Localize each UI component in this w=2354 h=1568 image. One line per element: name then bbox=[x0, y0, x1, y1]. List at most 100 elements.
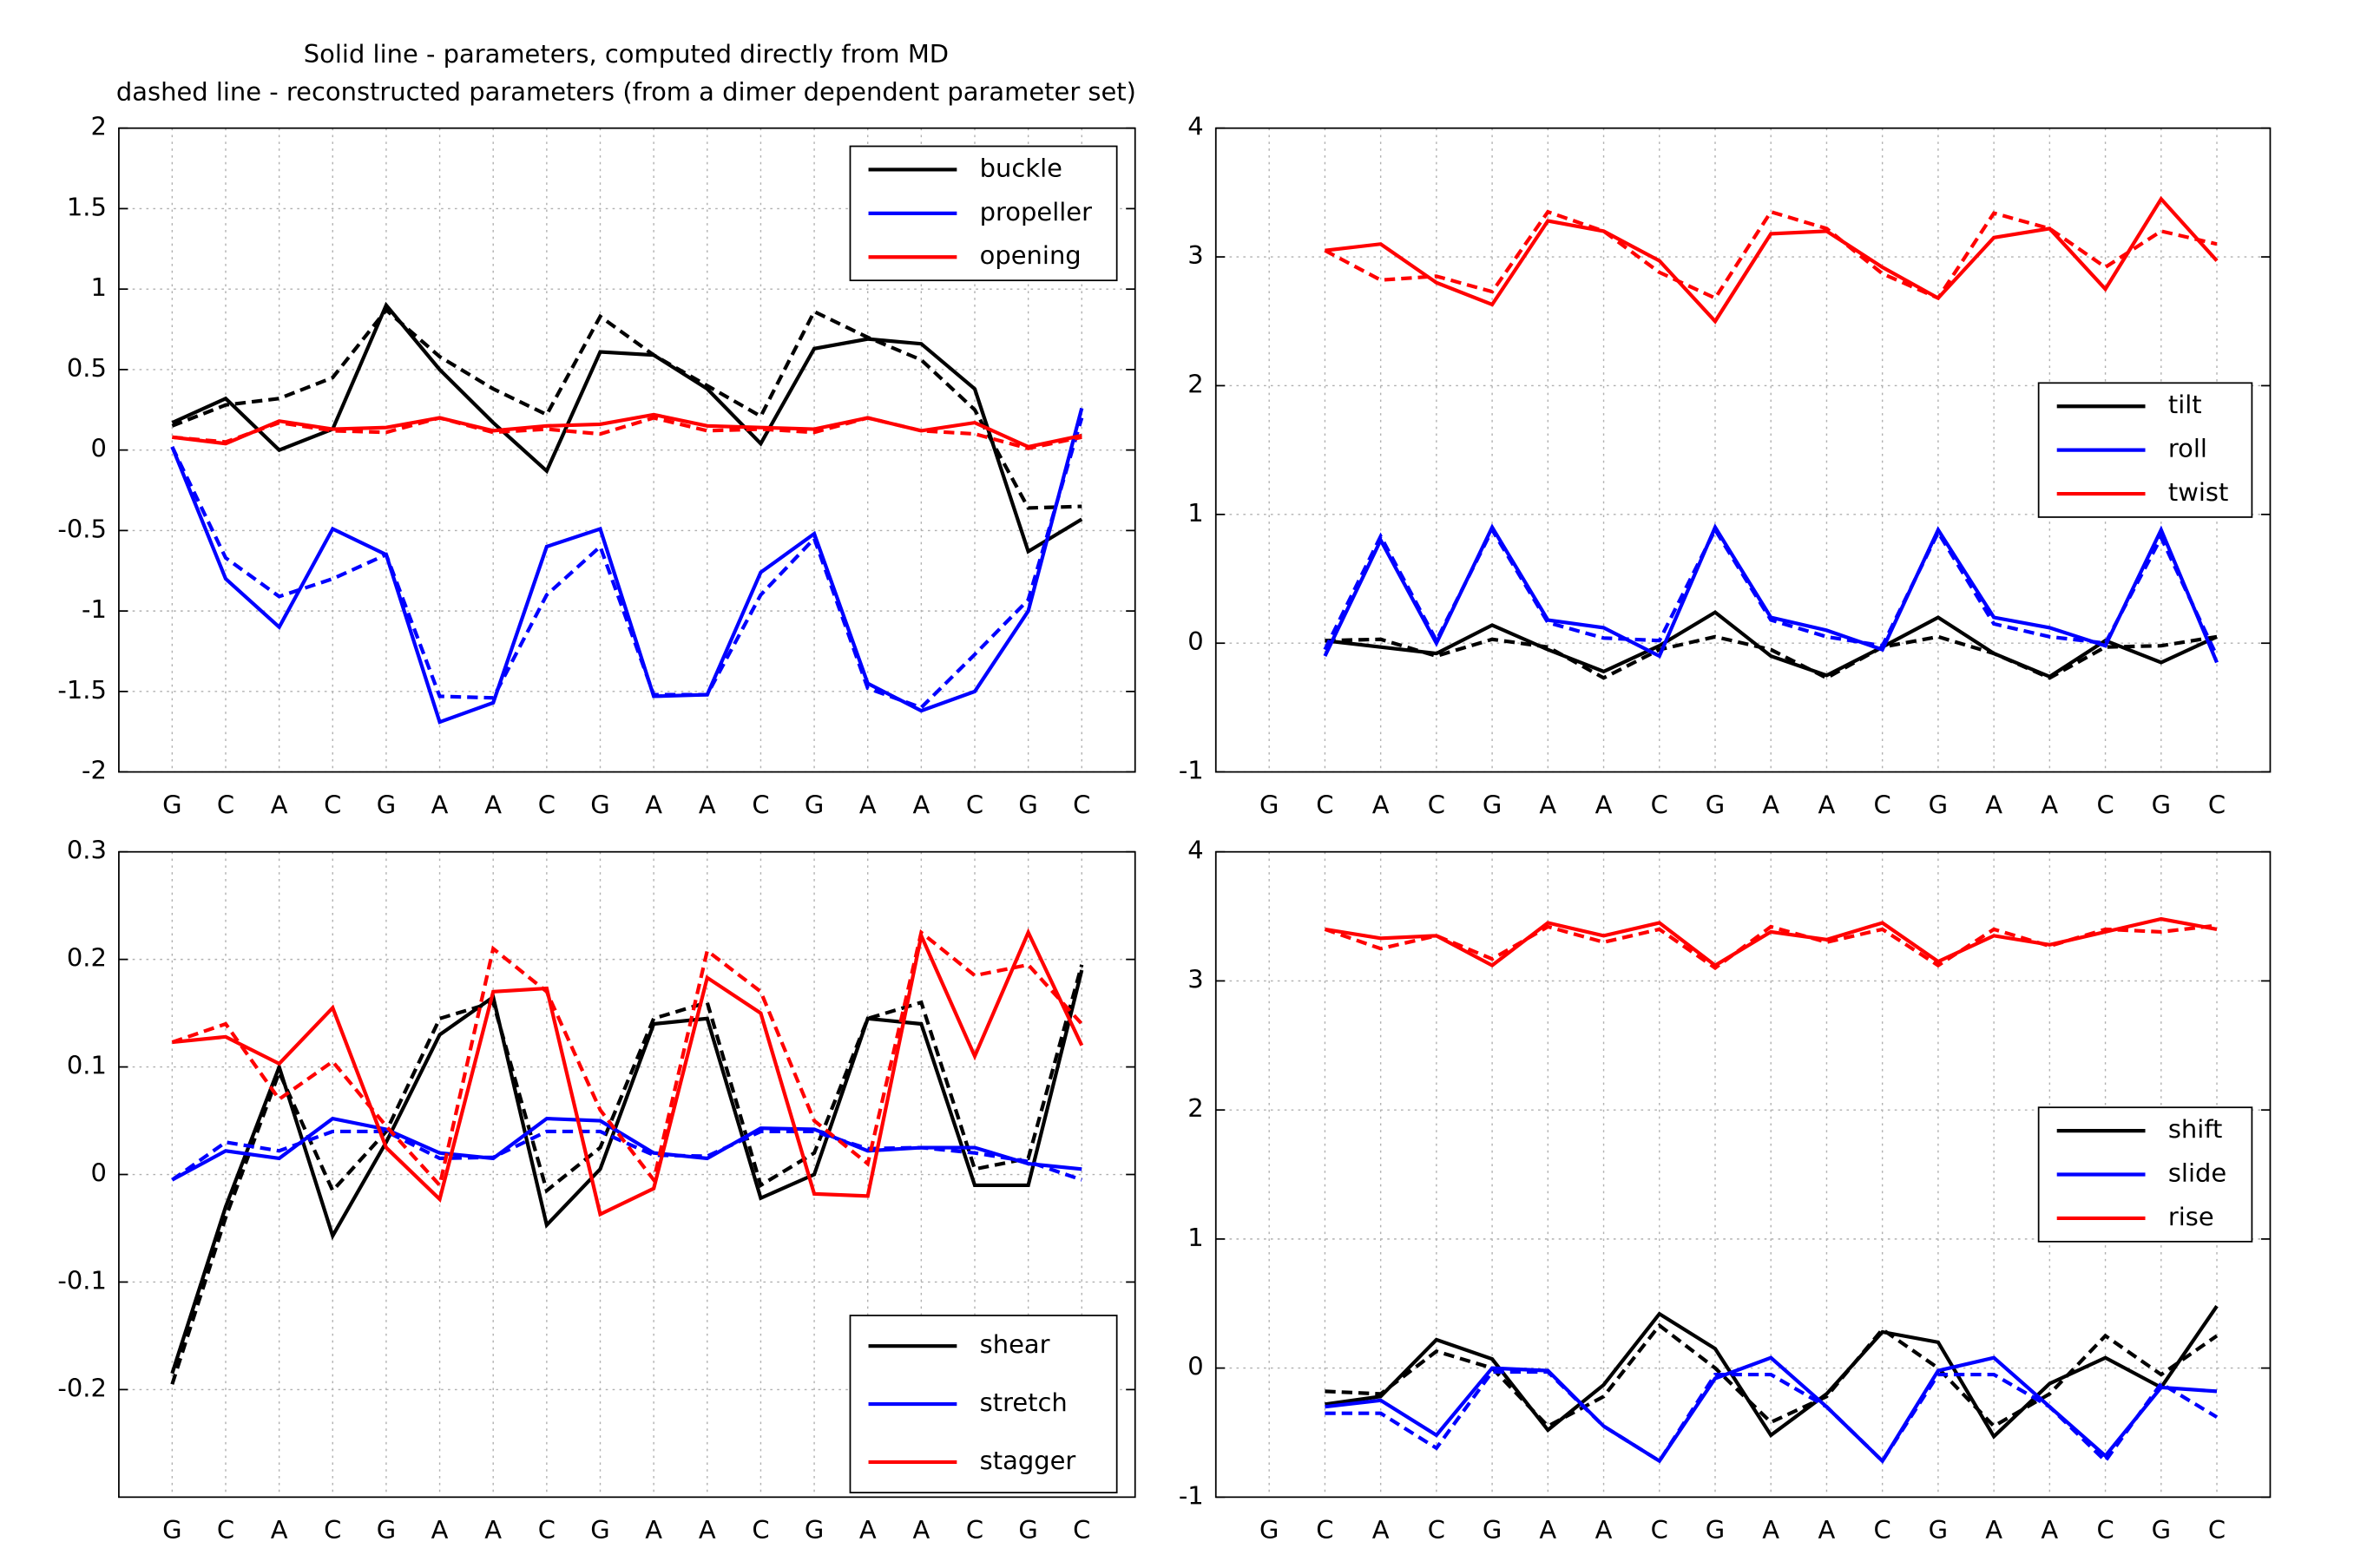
x-tick-label: G bbox=[2152, 791, 2171, 820]
legend-label: twist bbox=[2168, 477, 2228, 507]
data-line bbox=[172, 412, 1082, 449]
y-tick-label: 0.2 bbox=[67, 943, 107, 973]
x-tick-label: C bbox=[2208, 791, 2226, 820]
x-tick-label: A bbox=[1372, 791, 1390, 820]
y-tick-label: -0.1 bbox=[57, 1266, 106, 1296]
axes-frame bbox=[1214, 850, 2272, 1499]
y-tick-label: -0.5 bbox=[57, 514, 106, 543]
y-tick-label: 2 bbox=[1187, 370, 1203, 399]
legend-label: stretch bbox=[980, 1388, 1068, 1417]
reconstructed-line bbox=[1323, 526, 2219, 657]
y-tick-label: -1 bbox=[82, 594, 107, 624]
x-tick-label: A bbox=[912, 1515, 930, 1545]
reconstructed-line bbox=[1324, 209, 2218, 301]
x-tick-label: C bbox=[1428, 791, 1445, 820]
x-tick-label: C bbox=[324, 791, 341, 820]
x-tick-label: A bbox=[859, 1515, 877, 1545]
y-tick-label: 2 bbox=[90, 112, 106, 141]
data-line bbox=[1325, 610, 2218, 679]
y-tick-label: 1 bbox=[90, 272, 106, 302]
x-tick-label: G bbox=[1929, 791, 1948, 820]
data-line bbox=[171, 1116, 1082, 1182]
reconstructed-line bbox=[1325, 1369, 2219, 1464]
x-tick-label: C bbox=[217, 791, 234, 820]
x-tick-label: C bbox=[966, 1515, 983, 1545]
y-tick-label: 2 bbox=[1187, 1093, 1203, 1123]
x-tick-label: A bbox=[431, 1515, 449, 1545]
x-tick-label: G bbox=[590, 791, 609, 820]
y-tick-label: 3 bbox=[1187, 240, 1203, 270]
x-tick-label: C bbox=[966, 791, 983, 820]
y-tick-label: 1 bbox=[1187, 498, 1203, 528]
y-tick-label: 0 bbox=[90, 1158, 106, 1188]
x-tick-label: A bbox=[484, 1515, 502, 1545]
x-tick-label: G bbox=[1018, 1515, 1037, 1545]
x-tick-label: G bbox=[1929, 1515, 1948, 1545]
x-tick-label: A bbox=[2041, 1515, 2058, 1545]
x-tick-label: C bbox=[752, 791, 769, 820]
x-tick-label: A bbox=[1595, 1515, 1613, 1545]
x-tick-label: C bbox=[2208, 1515, 2226, 1545]
y-tick-label: 0 bbox=[1187, 627, 1203, 656]
x-tick-label: A bbox=[1762, 1515, 1779, 1545]
x-tick-label: G bbox=[1018, 791, 1037, 820]
reconstructed-line bbox=[171, 928, 1083, 1190]
x-tick-label: A bbox=[1372, 1515, 1390, 1545]
y-tick-label: -1.5 bbox=[57, 675, 106, 705]
y-tick-label: 4 bbox=[1187, 836, 1203, 865]
y-tick-label: 1 bbox=[1187, 1223, 1203, 1252]
x-tick-label: A bbox=[431, 791, 449, 820]
x-tick-label: C bbox=[1428, 1515, 1445, 1545]
x-tick-label: A bbox=[859, 791, 877, 820]
x-tick-label: A bbox=[2041, 791, 2058, 820]
x-tick-label: A bbox=[645, 1515, 662, 1545]
y-tick-label: -1 bbox=[1179, 756, 1204, 785]
x-tick-label: A bbox=[1818, 1515, 1836, 1545]
data-line bbox=[1325, 195, 2219, 325]
x-tick-label: A bbox=[699, 791, 716, 820]
legend-label: buckle bbox=[980, 154, 1062, 183]
x-tick-label: C bbox=[1874, 791, 1891, 820]
x-tick-label: C bbox=[1073, 791, 1090, 820]
y-tick-label: 3 bbox=[1187, 965, 1203, 994]
reconstructed-line bbox=[170, 417, 1084, 710]
x-tick-label: G bbox=[1483, 1515, 1502, 1545]
x-tick-label: C bbox=[1874, 1515, 1891, 1545]
y-tick-label: 0.5 bbox=[67, 353, 107, 383]
legend-label: shear bbox=[980, 1329, 1050, 1359]
x-tick-label: G bbox=[1706, 791, 1725, 820]
axes-frame bbox=[118, 850, 1136, 1499]
x-tick-label: G bbox=[1483, 791, 1502, 820]
x-tick-label: G bbox=[805, 791, 824, 820]
x-tick-label: A bbox=[1985, 1515, 2002, 1545]
x-tick-label: C bbox=[538, 1515, 556, 1545]
x-tick-label: A bbox=[1539, 1515, 1556, 1545]
x-tick-label: G bbox=[590, 1515, 609, 1545]
x-tick-label: C bbox=[2096, 791, 2114, 820]
data-line bbox=[172, 928, 1084, 1217]
x-tick-label: C bbox=[538, 791, 556, 820]
x-tick-label: G bbox=[805, 1515, 824, 1545]
data-line bbox=[171, 301, 1083, 554]
legend-label: tilt bbox=[2168, 390, 2202, 419]
x-tick-label: G bbox=[1259, 791, 1279, 820]
x-tick-label: C bbox=[1651, 791, 1668, 820]
x-tick-label: G bbox=[1259, 1515, 1279, 1545]
data-line bbox=[170, 407, 1084, 725]
data-line bbox=[1325, 1355, 2218, 1465]
axes-frame bbox=[118, 127, 1136, 773]
x-tick-label: A bbox=[912, 791, 930, 820]
x-tick-label: C bbox=[324, 1515, 341, 1545]
x-tick-label: A bbox=[271, 791, 288, 820]
legend-label: roll bbox=[2168, 434, 2207, 463]
y-tick-label: 4 bbox=[1187, 112, 1203, 141]
x-tick-label: A bbox=[1818, 791, 1836, 820]
data-line bbox=[1325, 916, 2218, 968]
legend-label: shift bbox=[2168, 1114, 2223, 1144]
y-tick-label: -1 bbox=[1179, 1480, 1204, 1510]
x-tick-label: A bbox=[1595, 791, 1613, 820]
x-tick-label: G bbox=[162, 1515, 181, 1545]
x-tick-label: C bbox=[1073, 1515, 1090, 1545]
reconstructed-line bbox=[171, 1129, 1082, 1182]
x-tick-label: G bbox=[2152, 1515, 2171, 1545]
